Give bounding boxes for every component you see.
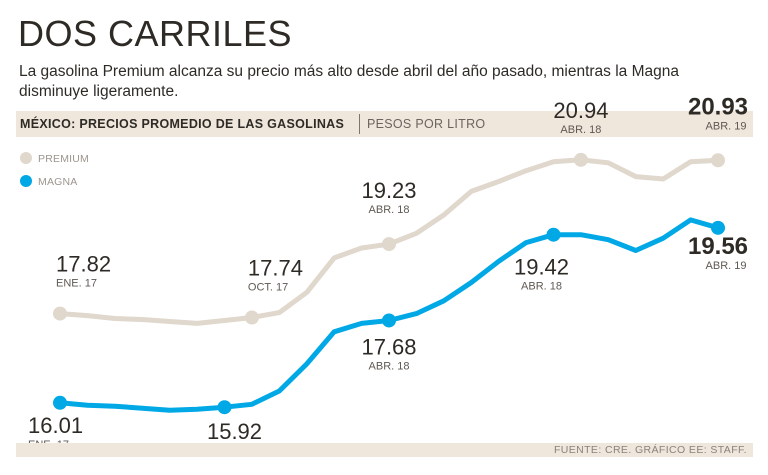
band-title: MÉXICO: PRECIOS PROMEDIO DE LAS GASOLINA… xyxy=(20,117,345,131)
premium-date-label: OCT. 17 xyxy=(248,282,288,294)
magna-value-label: 19.56 xyxy=(688,233,748,260)
magna-date-label: ABR. 19 xyxy=(706,260,747,272)
magna-point-marker xyxy=(53,395,67,410)
chart-header-band: MÉXICO: PRECIOS PROMEDIO DE LAS GASOLINA… xyxy=(16,111,753,137)
premium-date-label: ABR. 18 xyxy=(369,204,410,216)
legend-magna: MAGNA xyxy=(20,175,78,188)
premium-value-label: 17.74 xyxy=(248,256,303,281)
magna-point-marker xyxy=(711,220,725,235)
magna-value-label: 17.68 xyxy=(361,334,416,359)
magna-date-label: ABR. 18 xyxy=(369,360,410,372)
chart-area xyxy=(16,137,753,446)
legend-premium-dot xyxy=(20,152,32,164)
legend-magna-dot xyxy=(20,175,32,187)
source-note: FUENTE: CRE. GRÁFICO EE: STAFF. xyxy=(553,444,747,456)
legend-premium: PREMIUM xyxy=(20,152,89,165)
premium-point-marker xyxy=(382,237,396,252)
footer-band: FUENTE: CRE. GRÁFICO EE: STAFF. xyxy=(16,443,753,457)
premium-date-label: ENE. 17 xyxy=(56,278,97,290)
legend-premium-label: PREMIUM xyxy=(38,153,89,165)
band-unit: PESOS POR LITRO xyxy=(367,117,486,131)
magna-value-label: 19.42 xyxy=(514,255,569,280)
premium-point-marker xyxy=(53,306,67,321)
chart-title: DOS CARRILES xyxy=(18,13,293,54)
magna-value-label: 15.92 xyxy=(207,419,262,444)
legend-magna-label: MAGNA xyxy=(38,176,78,188)
premium-value-label: 19.23 xyxy=(361,178,416,203)
premium-value-label: 20.94 xyxy=(553,98,608,123)
magna-point-marker xyxy=(217,400,232,415)
chart-subtitle: La gasolina Premium alcanza su precio má… xyxy=(19,63,679,100)
premium-date-label: ABR. 19 xyxy=(706,120,747,132)
premium-value-label: 20.93 xyxy=(688,93,748,120)
premium-point-marker xyxy=(711,153,725,168)
magna-value-label: 16.01 xyxy=(28,413,83,438)
magna-point-marker xyxy=(382,313,396,328)
magna-date-label: ABR. 18 xyxy=(521,281,562,293)
band-separator xyxy=(359,114,360,134)
premium-value-label: 17.82 xyxy=(56,252,111,277)
premium-point-marker xyxy=(244,310,259,325)
premium-point-marker xyxy=(573,152,588,167)
premium-date-label: ABR. 18 xyxy=(560,124,601,136)
magna-point-marker xyxy=(546,227,561,242)
